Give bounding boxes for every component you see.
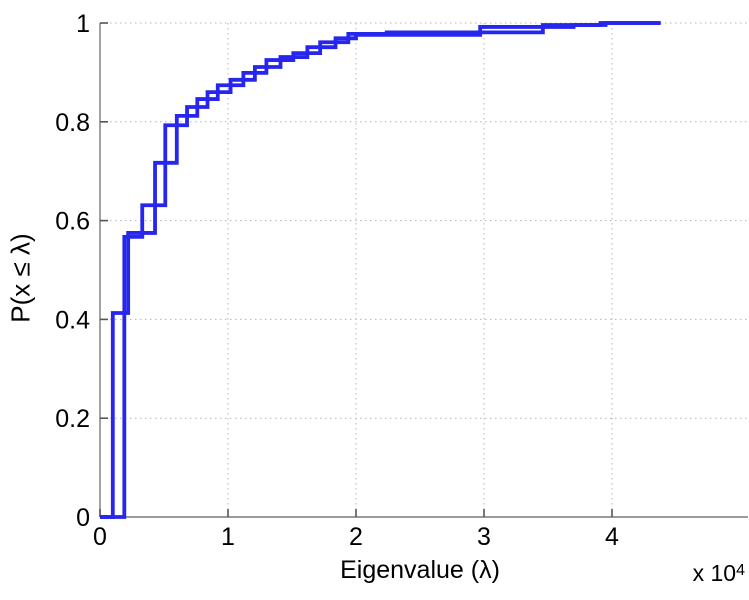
multiplier-exponent: 4 [736, 562, 745, 579]
x-tick-label: 3 [477, 523, 491, 551]
x-tick-label: 4 [605, 523, 619, 551]
y-axis-label: P(x ≤ λ) [5, 233, 36, 323]
ecdf-curve-2 [100, 21, 661, 519]
y-tick-label: 0.6 [55, 208, 90, 236]
multiplier-prefix: x 10 [692, 560, 737, 586]
x-tick-label: 1 [221, 523, 235, 551]
y-tick-label: 0.2 [55, 405, 90, 433]
x-axis-multiplier: x 104 [693, 560, 745, 587]
y-tick-label: 1 [76, 10, 90, 38]
y-tick-label: 0 [76, 504, 90, 532]
tick-marks [99, 22, 613, 518]
x-tick-label: 2 [349, 523, 363, 551]
x-axis-label: Eigenvalue (λ) [340, 556, 500, 584]
y-tick-label: 0.8 [55, 109, 90, 137]
ecdf-curve-1 [100, 21, 661, 519]
tick-labels: 0 1 2 3 4 0 0.2 0.4 0.6 0.8 1 [55, 10, 619, 551]
axes [99, 23, 748, 518]
y-tick-label: 0.4 [55, 306, 90, 334]
x-tick-label: 0 [93, 523, 107, 551]
gridlines [100, 22, 748, 517]
